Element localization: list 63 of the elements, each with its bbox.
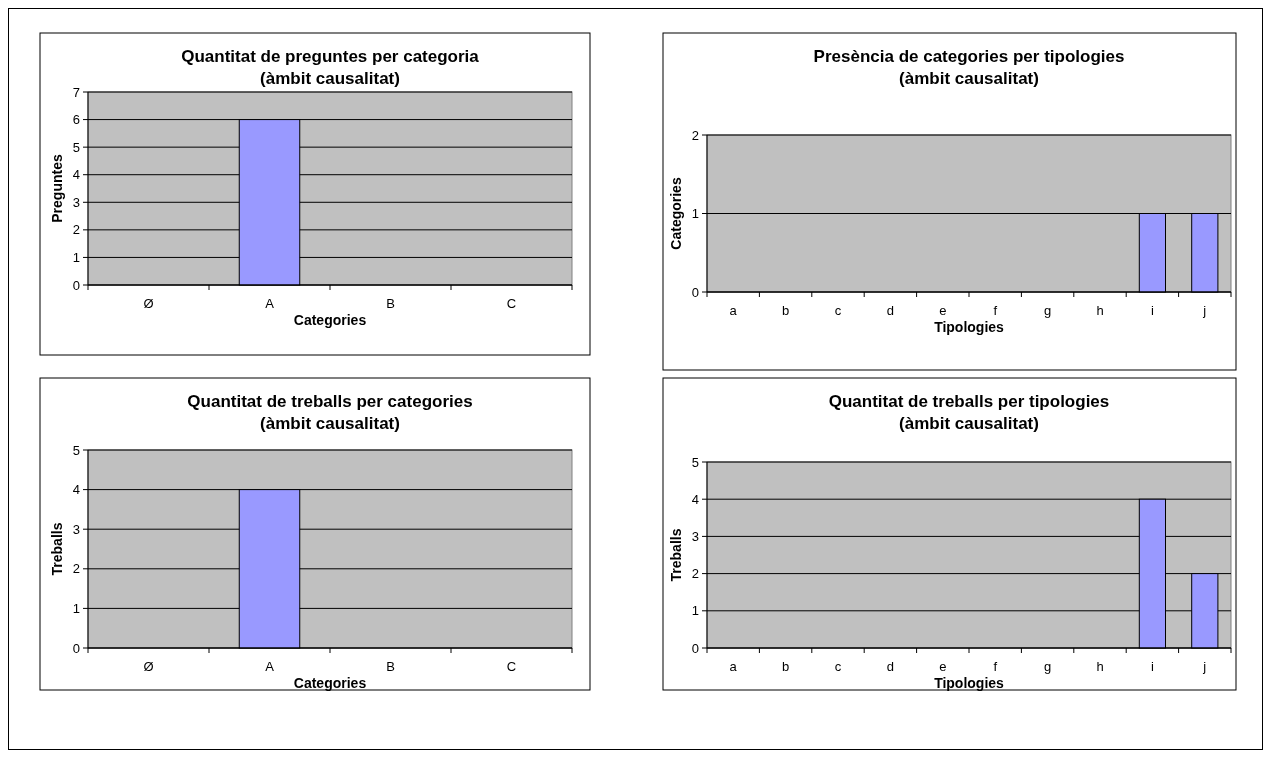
y-tick-label: 2 <box>691 127 699 143</box>
x-tick-label: d <box>886 659 895 674</box>
y-axis-title: Categories <box>668 177 684 250</box>
y-axis-title: Preguntes <box>49 154 65 223</box>
y-tick-label: 0 <box>691 284 699 300</box>
y-tick-label: 5 <box>72 139 80 155</box>
x-axis-title: Tipologies <box>934 675 1005 691</box>
y-tick-label: 4 <box>691 491 699 507</box>
chart-title: Presència de categories per tipologies (àmbit causalitat) <box>813 47 1125 88</box>
x-tick-label: i <box>1150 659 1154 674</box>
y-tick-label: 5 <box>691 454 699 470</box>
y-tick-label: 3 <box>691 528 699 544</box>
x-tick-label: Ø <box>143 296 154 311</box>
x-tick-label: C <box>506 659 517 674</box>
x-tick-label: g <box>1043 303 1052 318</box>
y-tick-label: 4 <box>72 167 80 183</box>
y-tick-label: 6 <box>72 112 80 128</box>
y-tick-label: 0 <box>72 277 80 293</box>
chart-title: Quantitat de preguntes per categoria (àmbit causalitat) <box>181 47 480 88</box>
y-tick-label: 1 <box>72 600 80 616</box>
y-tick-label: 4 <box>72 482 80 498</box>
x-tick-label: b <box>781 659 790 674</box>
x-tick-label: Ø <box>143 659 154 674</box>
y-tick-label: 3 <box>72 194 80 210</box>
x-tick-label: B <box>386 659 395 674</box>
x-tick-label: A <box>265 659 275 674</box>
x-tick-label: b <box>781 303 790 318</box>
x-axis-title: Tipologies <box>934 319 1005 335</box>
x-tick-label: C <box>506 296 517 311</box>
y-tick-label: 3 <box>72 521 80 537</box>
x-tick-label: d <box>886 303 895 318</box>
x-tick-label: j <box>1202 659 1207 674</box>
y-tick-label: 2 <box>691 566 699 582</box>
y-axis-title: Treballs <box>668 528 684 582</box>
x-tick-label: j <box>1202 303 1207 318</box>
x-tick-label: a <box>729 303 738 318</box>
x-tick-label: f <box>993 659 998 674</box>
x-tick-label: f <box>993 303 998 318</box>
x-tick-label: c <box>834 303 842 318</box>
y-tick-label: 1 <box>691 603 699 619</box>
x-tick-label: A <box>265 296 275 311</box>
y-tick-label: 1 <box>72 249 80 265</box>
x-tick-label: e <box>939 659 947 674</box>
y-tick-label: 7 <box>72 84 80 100</box>
x-tick-label: h <box>1096 659 1104 674</box>
y-tick-label: 2 <box>72 561 80 577</box>
y-tick-label: 0 <box>691 640 699 656</box>
y-tick-label: 2 <box>72 222 80 238</box>
chart-title: Quantitat de treballs per tipologies (àmbit causalitat) <box>828 392 1110 433</box>
y-tick-label: 0 <box>72 640 80 656</box>
y-tick-label: 1 <box>691 206 699 222</box>
x-tick-label: e <box>939 303 947 318</box>
x-tick-label: h <box>1096 303 1104 318</box>
x-tick-label: B <box>386 296 395 311</box>
x-axis-title: Categories <box>293 312 367 328</box>
chart-title: Quantitat de treballs per categories (àmbit causalitat) <box>187 392 473 433</box>
y-axis-title: Treballs <box>49 522 65 576</box>
y-tick-label: 5 <box>72 442 80 458</box>
x-tick-label: c <box>834 659 842 674</box>
x-axis-title: Categories <box>293 675 367 691</box>
x-tick-label: a <box>729 659 738 674</box>
x-tick-label: g <box>1043 659 1052 674</box>
x-tick-label: i <box>1150 303 1154 318</box>
